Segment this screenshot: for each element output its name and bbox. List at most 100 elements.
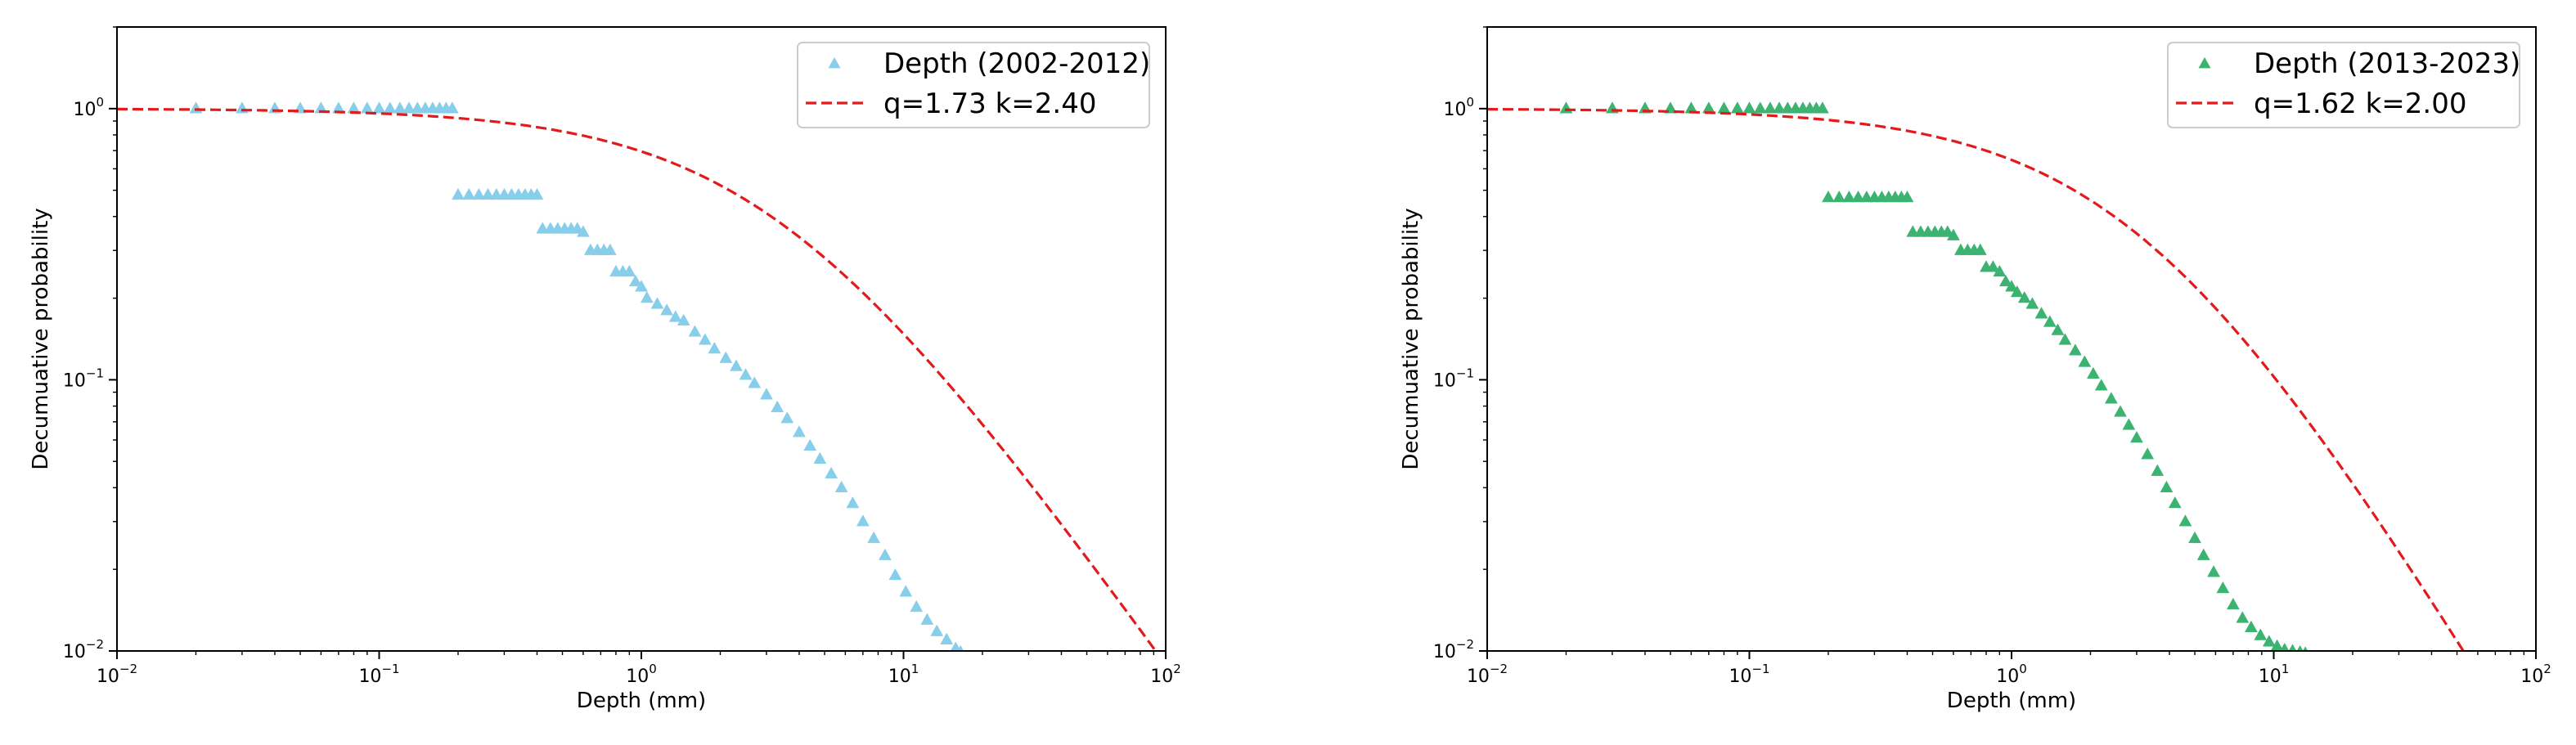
data-point [825,466,838,479]
data-point [1986,260,2000,272]
data-point [856,514,870,527]
data-point [372,101,386,114]
legend: Depth (2002-2012) q=1.73 k=2.40 [797,42,1150,128]
data-point [635,280,648,292]
data-point [1815,101,1829,114]
data-point [1702,101,1715,114]
data-point [472,187,486,200]
data-point [1763,101,1777,114]
data-point [888,568,902,581]
data-point [759,388,773,400]
data-point [2188,531,2201,544]
data-point [2244,620,2258,633]
y-tick-label: 100 [73,95,104,120]
legend-label: Depth (2013-2023) [2254,47,2520,80]
data-point [2058,333,2072,345]
data-point [1842,190,1856,203]
data-point [899,585,913,597]
data-point [2168,496,2182,509]
data-point [739,368,753,380]
data-point [314,101,328,114]
data-point [2051,323,2065,335]
data-point [920,613,934,625]
data-point [957,644,964,651]
data-point [2302,646,2309,651]
data-point [402,101,416,114]
y-tick-label: 10−2 [1433,637,1474,662]
data-point [576,225,590,237]
x-tick-label: 101 [2259,662,2290,687]
y-tick-label: 10−1 [63,366,104,391]
data-point [2226,597,2240,610]
y-tick-label: 10−2 [63,637,104,662]
data-point [1730,101,1744,114]
data-point [2017,290,2031,303]
x-axis-label: Depth (mm) [1947,689,2076,713]
legend-label: q=1.62 k=2.00 [2254,88,2466,120]
data-point [2068,343,2082,356]
data-point [462,187,476,200]
data-point [1900,190,1914,203]
data-point [940,632,954,644]
data-point [688,325,702,337]
data-point [2114,405,2127,417]
data-point [2104,392,2118,404]
data-point [930,624,944,636]
data-point [780,411,794,424]
data-point [910,599,924,613]
data-point [393,101,407,114]
data-point [677,313,690,325]
data-point [730,359,743,371]
data-point [2122,418,2136,430]
legend-marker-triangle [828,56,841,69]
data-point [771,400,784,413]
data-point [1559,101,1573,114]
data-point [660,303,673,316]
data-point [2254,628,2268,640]
data-point [2005,280,2018,292]
data-point [2216,581,2230,594]
data-point [623,264,636,277]
data-point [383,101,397,114]
plot-area [1487,101,2466,651]
data-point [2043,315,2057,327]
x-tick-label: 100 [1996,662,2027,687]
data-point [2025,297,2039,309]
data-point [834,480,848,493]
data-point [668,310,682,322]
data-point [1773,101,1786,114]
data-point [2094,379,2108,391]
data-point [1832,190,1846,203]
data-point [1993,264,2007,277]
data-point [719,351,733,363]
data-point [878,548,892,560]
data-point [2236,611,2250,623]
data-point [445,101,459,114]
data-point [640,290,654,303]
data-point [793,425,806,438]
data-point [2086,366,2100,379]
data-point [1753,101,1767,114]
data-point [2207,565,2220,577]
data-point [698,333,712,345]
plot-area [117,101,1158,651]
data-point [2288,644,2297,651]
fit-line [1487,107,2466,651]
data-point [530,187,544,200]
legend-label: Depth (2002-2012) [883,47,1150,80]
data-point [1742,101,1756,114]
data-point [1717,101,1731,114]
data-point [2178,514,2192,527]
data-point [846,496,860,509]
data-point [1998,274,2012,287]
data-point [2262,635,2276,647]
y-tick-label: 100 [1443,95,1474,120]
data-point [803,438,817,451]
data-point [481,187,495,200]
x-tick-label: 10−2 [97,662,137,687]
fit-line [117,107,1158,651]
data-point [950,641,961,651]
